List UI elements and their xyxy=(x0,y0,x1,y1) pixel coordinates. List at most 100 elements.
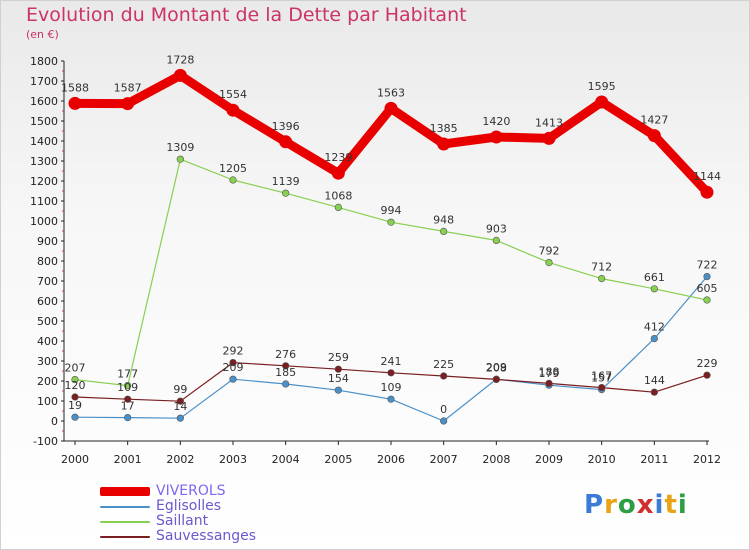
legend-swatch xyxy=(100,535,150,538)
data-point xyxy=(703,296,711,304)
data-label: 208 xyxy=(486,361,507,374)
data-label: 994 xyxy=(381,204,402,217)
data-label: 948 xyxy=(433,213,454,226)
legend-label: Sauvessanges xyxy=(156,528,257,544)
x-tick-label: 2009 xyxy=(535,453,563,466)
data-label: 1144 xyxy=(693,170,721,183)
logo-letter: P xyxy=(584,490,605,520)
data-label: 209 xyxy=(223,361,244,374)
x-tick-label: 2008 xyxy=(482,453,510,466)
data-label: 722 xyxy=(697,259,718,272)
data-point xyxy=(598,384,606,392)
legend-item: Eglisolles xyxy=(100,499,256,514)
data-point xyxy=(176,414,184,422)
data-label: 661 xyxy=(644,271,665,284)
data-label: 109 xyxy=(381,381,402,394)
y-tick-label: 400 xyxy=(37,335,58,348)
x-tick-label: 2000 xyxy=(61,453,89,466)
data-point xyxy=(545,379,553,388)
x-tick-label: 2004 xyxy=(272,453,300,466)
data-point xyxy=(440,417,448,425)
legend: VIVEROLS Eglisolles Saillant Sauvessanges xyxy=(100,484,256,544)
x-tick-label: 2011 xyxy=(640,453,668,466)
y-tick-label: 500 xyxy=(37,315,58,328)
data-point xyxy=(650,388,658,396)
data-point xyxy=(229,375,237,383)
data-point xyxy=(334,386,342,394)
proxiti-logo: Proxiti xyxy=(584,490,688,520)
x-tick-label: 2010 xyxy=(588,453,616,466)
data-label: 209 xyxy=(486,361,507,374)
legend-label: VIVEROLS xyxy=(156,483,226,499)
data-label: 17 xyxy=(121,400,135,413)
data-label: 903 xyxy=(486,222,507,235)
data-label: 144 xyxy=(644,374,665,387)
data-point xyxy=(282,380,290,388)
data-point xyxy=(124,414,132,422)
data-label: 1427 xyxy=(640,114,668,127)
y-tick-label: 1100 xyxy=(30,195,58,208)
logo-letter: i xyxy=(677,490,688,520)
legend-swatch xyxy=(100,520,150,523)
legend-item: VIVEROLS xyxy=(100,484,256,499)
x-tick-label: 2005 xyxy=(324,453,352,466)
y-tick-label: 200 xyxy=(37,375,58,388)
data-label: 120 xyxy=(65,379,86,392)
data-label: 292 xyxy=(223,345,244,358)
y-tick-label: 900 xyxy=(37,235,58,248)
data-point xyxy=(173,68,187,82)
data-point xyxy=(703,273,711,281)
y-tick-label: -100 xyxy=(33,435,58,448)
data-point xyxy=(384,101,398,115)
data-label: 1385 xyxy=(430,122,458,135)
x-tick-label: 2012 xyxy=(693,453,721,466)
data-label: 167 xyxy=(591,370,612,383)
data-point xyxy=(437,137,451,151)
data-point xyxy=(282,362,290,370)
data-label: 19 xyxy=(68,399,82,412)
data-label: 1563 xyxy=(377,86,405,99)
data-point xyxy=(440,227,448,235)
y-tick-label: 0 xyxy=(51,415,58,428)
data-point xyxy=(387,395,395,403)
data-point xyxy=(595,95,609,109)
data-point xyxy=(647,129,661,143)
logo-letter: t xyxy=(664,490,678,520)
y-tick-label: 700 xyxy=(37,275,58,288)
legend-swatch xyxy=(100,487,150,496)
y-tick-label: 1500 xyxy=(30,115,58,128)
x-tick-label: 2006 xyxy=(377,453,405,466)
data-label: 157 xyxy=(591,372,612,385)
data-point xyxy=(124,382,132,390)
data-point xyxy=(492,236,500,244)
y-tick-label: 600 xyxy=(37,295,58,308)
data-label: 1588 xyxy=(61,81,89,94)
data-label: 1554 xyxy=(219,88,247,101)
y-tick-label: 1300 xyxy=(30,155,58,168)
data-point xyxy=(71,413,79,421)
data-point xyxy=(282,189,290,197)
data-point xyxy=(331,166,345,180)
y-tick-label: 800 xyxy=(37,255,58,268)
data-label: 276 xyxy=(275,348,296,361)
data-label: 1309 xyxy=(166,141,194,154)
y-tick-label: 1600 xyxy=(30,95,58,108)
y-tick-label: 100 xyxy=(37,395,58,408)
data-point xyxy=(229,176,237,184)
data-label: 179 xyxy=(539,367,560,380)
chart-unit: (en €) xyxy=(26,28,59,41)
data-point xyxy=(176,155,184,163)
logo-letter: o xyxy=(617,490,637,520)
legend-swatch xyxy=(100,505,150,508)
data-point xyxy=(440,372,448,380)
data-label: 259 xyxy=(328,351,349,364)
data-label: 154 xyxy=(328,372,349,385)
data-point xyxy=(489,130,503,144)
data-label: 792 xyxy=(539,245,560,258)
legend-label: Eglisolles xyxy=(156,498,222,514)
logo-letter: r xyxy=(604,490,618,520)
data-label: 1139 xyxy=(272,175,300,188)
data-label: 14 xyxy=(173,400,187,413)
data-point xyxy=(121,97,135,111)
